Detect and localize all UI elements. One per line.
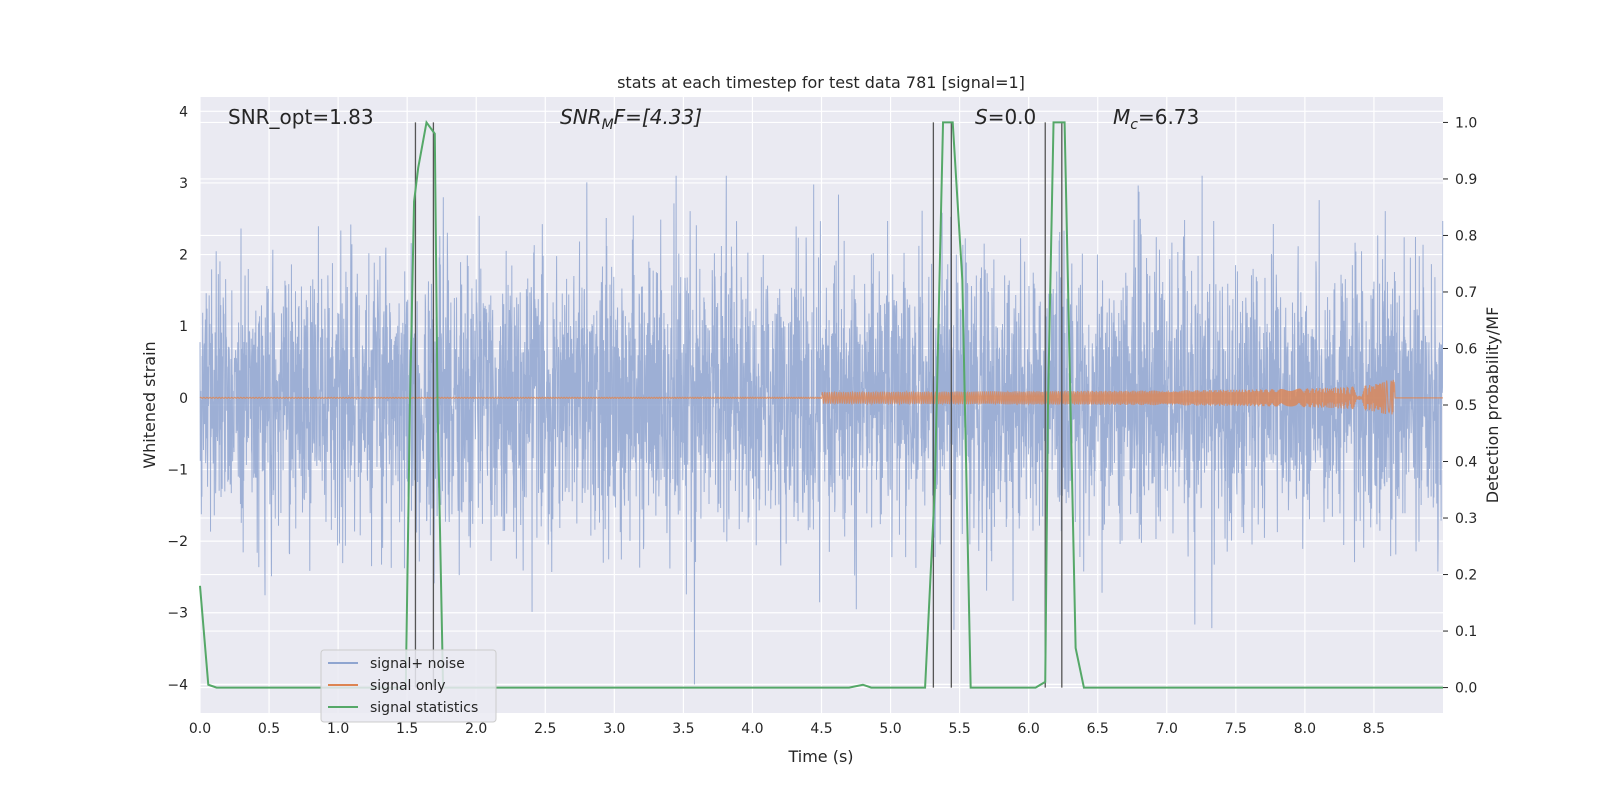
annotation-snr-opt: SNR_opt=1.83: [228, 105, 374, 129]
x-tick-label: 5.0: [879, 721, 901, 737]
x-tick-label: 2.5: [534, 721, 556, 737]
chart-title: stats at each timestep for test data 781…: [617, 73, 1025, 92]
x-tick-label: 7.5: [1225, 721, 1247, 737]
y-tick-label: 0: [179, 391, 188, 407]
x-tick-label: 1.0: [327, 721, 349, 737]
y2-axis-ticks: 0.0 0.1 0.2 0.3 0.4 0.5 0.6 0.7 0.8 0.9 1.0: [1443, 115, 1477, 697]
annotation-mc-main: M: [1113, 105, 1130, 129]
x-tick-label: 6.0: [1018, 721, 1040, 737]
y2-tick-label: 0.9: [1455, 172, 1477, 188]
annotation-snr-mf-sub: M: [602, 117, 614, 133]
y2-tick-label: 0.8: [1455, 228, 1477, 244]
x-tick-label: 0.0: [189, 721, 211, 737]
legend-label-signal-noise: signal+ noise: [370, 656, 465, 672]
x-tick-label: 4.5: [810, 721, 832, 737]
y2-tick-label: 0.7: [1455, 285, 1477, 301]
y-tick-label: 1: [179, 319, 188, 335]
annotation-mc: Mc=6.73: [1113, 105, 1199, 133]
x-tick-label: 8.0: [1294, 721, 1316, 737]
legend: signal+ noise signal only signal statist…: [320, 649, 497, 723]
y2-tick-label: 0.5: [1455, 398, 1477, 414]
x-tick-label: 2.0: [465, 721, 487, 737]
x-tick-label: 8.5: [1363, 721, 1385, 737]
signal-statistics-line: [199, 119, 1443, 689]
annotation-s-rest: =0.0: [988, 105, 1037, 129]
signal-only-line: [199, 379, 1443, 415]
y2-axis-label: Detection probability/MF: [1483, 307, 1502, 504]
y2-tick-label: 0.1: [1455, 624, 1477, 640]
y-tick-label: −3: [167, 606, 188, 622]
annotation-snr-mf-rest: F=[4.33]: [614, 105, 702, 129]
legend-box: [320, 649, 497, 723]
signal-only-series: [199, 379, 1443, 415]
x-tick-label: 6.5: [1087, 721, 1109, 737]
y-tick-label: −2: [167, 534, 188, 550]
x-tick-label: 1.5: [396, 721, 418, 737]
y2-tick-label: 0.0: [1455, 681, 1477, 697]
x-tick-label: 5.5: [948, 721, 970, 737]
y2-tick-label: 0.4: [1455, 455, 1477, 471]
y-tick-label: 2: [179, 248, 188, 264]
annotation-s-main: S: [975, 105, 988, 129]
x-tick-label: 0.5: [258, 721, 280, 737]
x-tick-label: 3.5: [672, 721, 694, 737]
signal-noise-series: [199, 175, 1444, 685]
x-tick-label: 3.0: [603, 721, 625, 737]
y2-tick-label: 0.6: [1455, 341, 1477, 357]
annotation-s: S=0.0: [975, 105, 1036, 129]
annotation-mc-sub: c: [1130, 117, 1138, 133]
legend-label-signal-statistics: signal statistics: [370, 700, 478, 716]
x-axis-label: Time (s): [787, 747, 853, 766]
x-tick-label: 4.0: [741, 721, 763, 737]
annotation-snr-mf-main: SNR: [560, 105, 602, 129]
legend-label-signal-only: signal only: [370, 678, 445, 694]
y2-tick-label: 0.3: [1455, 511, 1477, 527]
signal-noise-line: [199, 175, 1444, 685]
y-tick-label: −4: [167, 677, 188, 693]
annotation-snr-mf: SNRMF=[4.33]: [560, 105, 702, 133]
y-tick-label: 4: [179, 104, 188, 120]
annotation-mc-rest: =6.73: [1138, 105, 1199, 129]
y2-tick-label: 0.2: [1455, 568, 1477, 584]
x-axis-ticks: 0.0 0.5 1.0 1.5 2.0 2.5 3.0 3.5 4.0 4.5 5.0 5.5 6.0 6…: [189, 721, 1385, 737]
y-axis-ticks: −4 −3 −2 −1 0 1 2 3 4: [167, 104, 188, 693]
y-tick-label: 3: [179, 176, 188, 192]
y2-tick-label: 1.0: [1455, 115, 1477, 131]
x-tick-label: 7.0: [1156, 721, 1178, 737]
signal-statistics-series: [199, 119, 1443, 689]
y-tick-label: −1: [167, 462, 188, 478]
y-axis-label: Whitened strain: [140, 341, 159, 468]
